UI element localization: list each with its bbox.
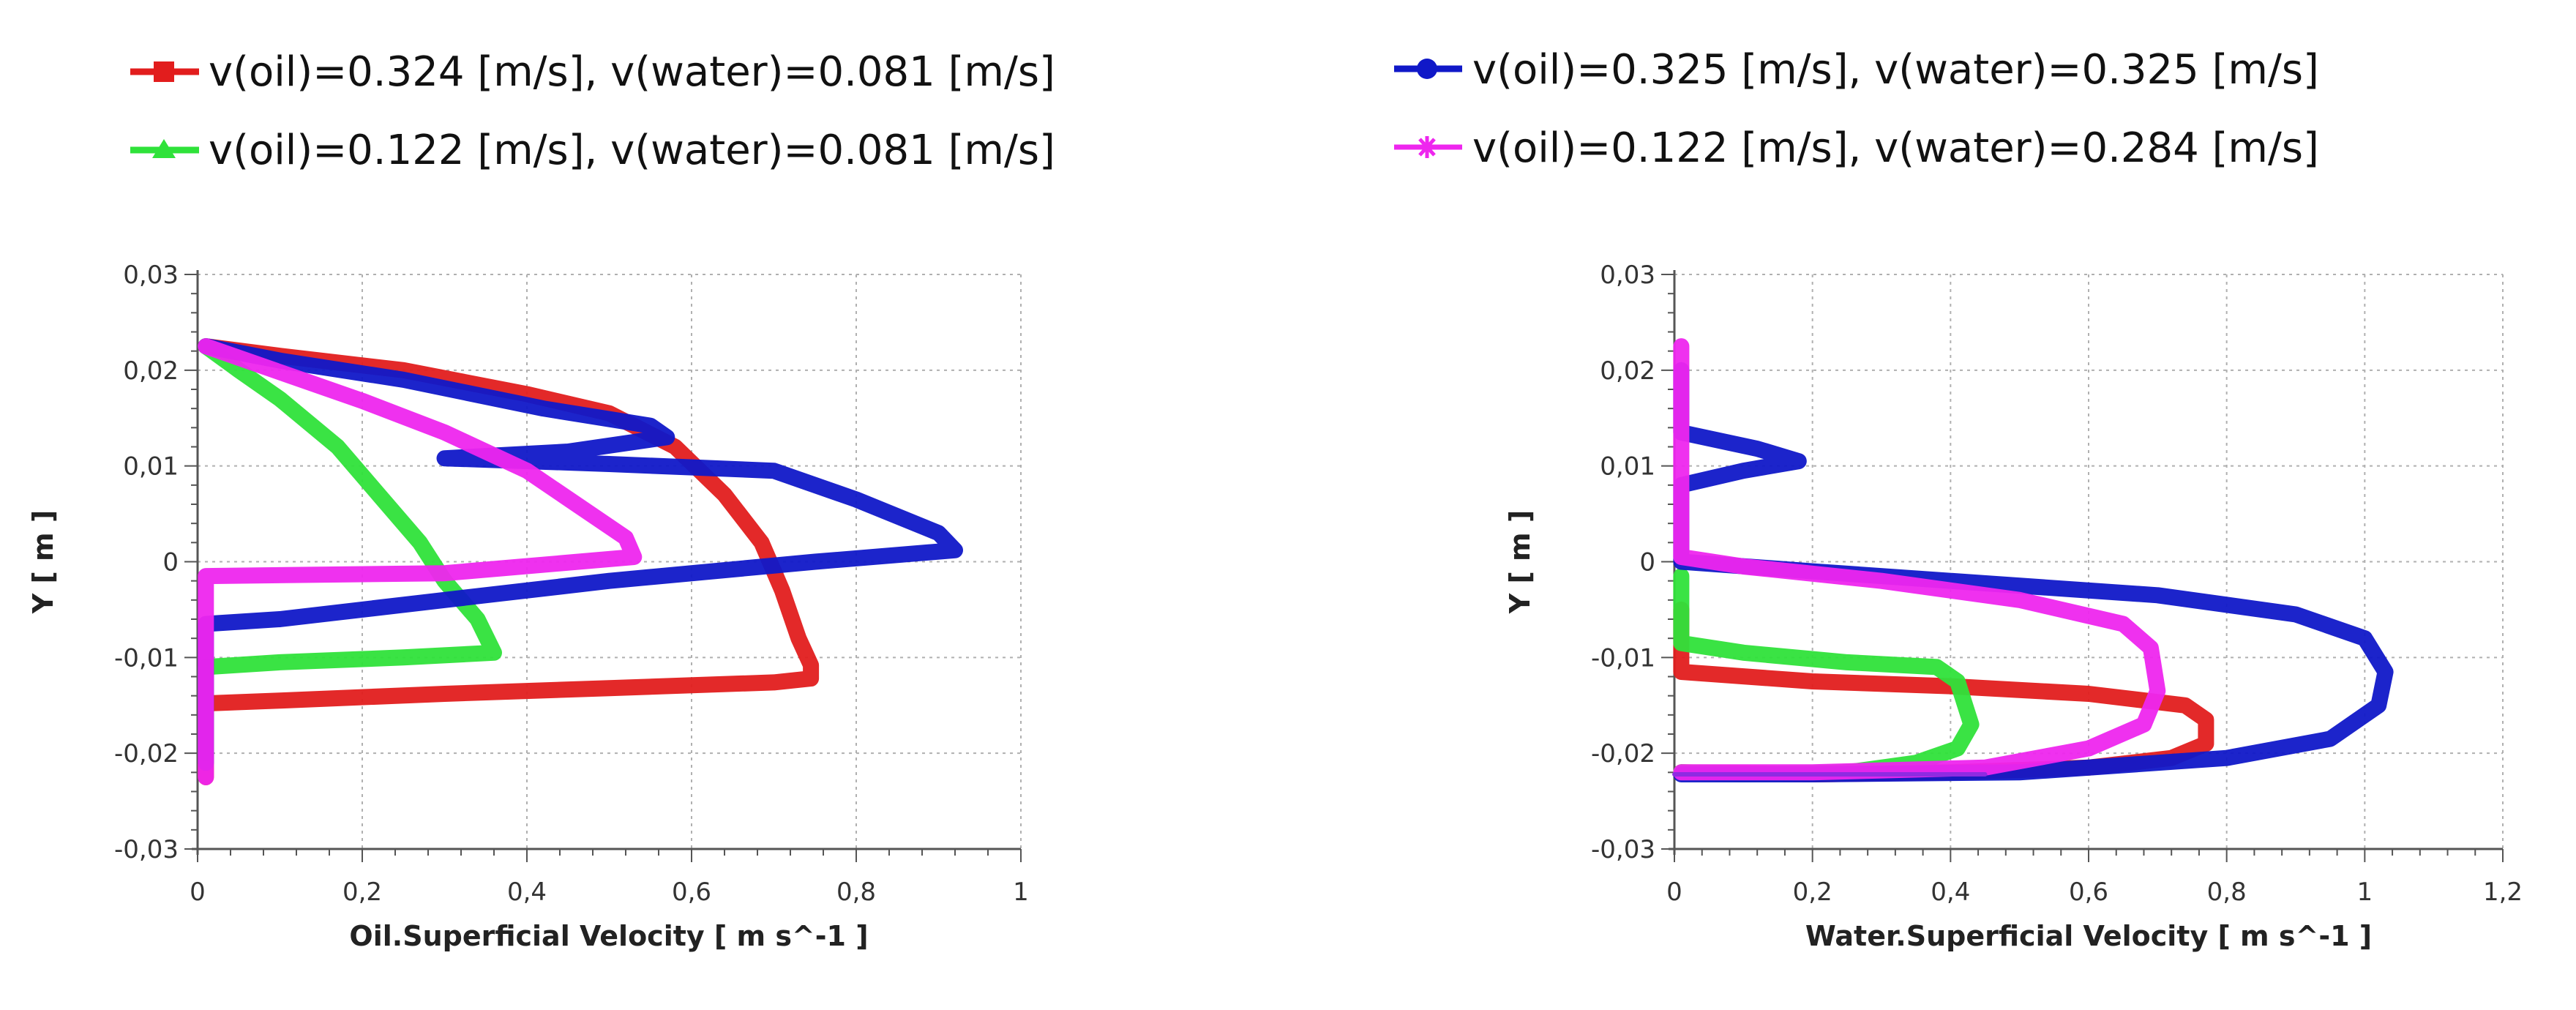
legend-right: v(oil)=0.325 [m/s], v(water)=0.325 [m/s]… [1394, 46, 2319, 172]
oil-xtick-label-4: 0,8 [836, 878, 876, 907]
water-ytick-label-2: -0,01 [1591, 643, 1655, 673]
chart-water-velocity: -0,03 -0,02 -0,01 0 0,01 0,02 0,03 0 0,2 0,4 0,6 0,… [1504, 261, 2523, 952]
oil-series-3 [198, 338, 643, 785]
water-xtick-label-0: 0 [1666, 878, 1682, 907]
legend-entry-red: v(oil)=0.324 [m/s], v(water)=0.081 [m/s] [130, 48, 1055, 96]
oil-xtick-label-5: 1 [1013, 878, 1029, 907]
oil-y-axis-title: Y [ m ] [27, 510, 59, 615]
oil-ytick-label-1: -0,02 [114, 739, 179, 768]
water-xtick-label-3: 0,6 [2069, 878, 2108, 907]
legend-label-blue: v(oil)=0.325 [m/s], v(water)=0.325 [m/s] [1472, 46, 2319, 94]
water-ytick-label-6: 0,03 [1600, 261, 1655, 290]
water-x-axis-title: Water.Superficial Velocity [ m s^-1 ] [1805, 920, 2372, 952]
oil-ytick-label-2: -0,01 [114, 643, 179, 673]
legend-label-red: v(oil)=0.324 [m/s], v(water)=0.081 [m/s] [209, 48, 1055, 96]
oil-ytick-label-3: 0 [162, 548, 179, 577]
water-ytick-label-0: -0,03 [1591, 835, 1655, 864]
legend-label-green: v(oil)=0.122 [m/s], v(water)=0.081 [m/s] [209, 127, 1055, 174]
oil-x-axis-title: Oil.Superficial Velocity [ m s^-1 ] [349, 920, 868, 952]
water-ytick-label-5: 0,02 [1600, 356, 1655, 386]
legend-entry-green: v(oil)=0.122 [m/s], v(water)=0.081 [m/s] [130, 127, 1055, 174]
oil-xtick-label-0: 0 [190, 878, 206, 907]
oil-xtick-label-1: 0,2 [342, 878, 382, 907]
legend-marker-blue-circle [1417, 59, 1437, 79]
water-xtick-label-2: 0,4 [1931, 878, 1970, 907]
legend-entry-magenta: v(oil)=0.122 [m/s], v(water)=0.284 [m/s] [1394, 124, 2319, 172]
chart-oil-velocity: -0,03 -0,02 -0,01 0 0,01 0,02 0,03 0 0,2 0,4 0,6 0,… [27, 261, 1029, 952]
oil-ytick-label-4: 0,01 [123, 452, 179, 482]
water-ytick-label-3: 0 [1639, 548, 1655, 577]
oil-series-0 [198, 338, 820, 785]
legend-label-magenta: v(oil)=0.122 [m/s], v(water)=0.284 [m/s] [1472, 124, 2319, 172]
legend-left: v(oil)=0.324 [m/s], v(water)=0.081 [m/s]… [130, 48, 1055, 174]
legend-entry-blue: v(oil)=0.325 [m/s], v(water)=0.325 [m/s] [1394, 46, 2319, 94]
water-series-3 [1673, 338, 2166, 781]
oil-xtick-label-3: 0,6 [672, 878, 711, 907]
water-y-axis-title: Y [ m ] [1504, 510, 1536, 615]
oil-ytick-label-0: -0,03 [114, 835, 179, 864]
oil-ytick-label-5: 0,02 [123, 356, 179, 386]
oil-xtick-label-2: 0,4 [507, 878, 547, 907]
water-xtick-label-4: 0,8 [2207, 878, 2247, 907]
water-ytick-label-1: -0,02 [1591, 739, 1655, 768]
water-xtick-label-6: 1,2 [2483, 878, 2523, 907]
legend-marker-green-triangle [152, 139, 176, 158]
legend-marker-magenta-star [1418, 136, 1436, 158]
oil-series-2 [198, 338, 963, 771]
water-ytick-label-4: 0,01 [1600, 452, 1655, 482]
water-xtick-label-1: 0,2 [1793, 878, 1832, 907]
oil-ytick-label-6: 0,03 [123, 261, 179, 290]
legend-marker-red-square [154, 61, 174, 82]
water-series-2 [1673, 362, 2394, 782]
water-xtick-label-5: 1 [2357, 878, 2373, 907]
